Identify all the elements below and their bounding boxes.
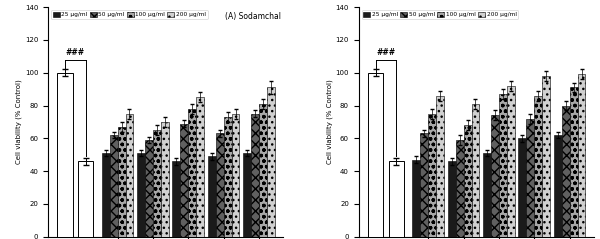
Bar	[232, 114, 239, 237]
Legend: 25 μg/ml, 50 μg/ml, 100 μg/ml, 200 μg/ml: 25 μg/ml, 50 μg/ml, 100 μg/ml, 200 μg/ml	[362, 10, 518, 19]
Bar	[389, 161, 404, 237]
Bar	[554, 135, 562, 237]
Bar	[464, 125, 472, 237]
Bar	[58, 73, 73, 237]
Bar	[267, 87, 275, 237]
Bar	[153, 130, 161, 237]
Bar	[534, 96, 542, 237]
Bar	[569, 87, 578, 237]
Bar	[518, 138, 526, 237]
Bar	[455, 140, 464, 237]
Bar	[428, 114, 436, 237]
Bar	[562, 105, 569, 237]
Bar	[188, 109, 196, 237]
Bar	[145, 140, 153, 237]
Bar	[412, 160, 421, 237]
Bar	[499, 94, 507, 237]
Bar	[578, 74, 586, 237]
Bar	[526, 119, 534, 237]
Text: (A) Sodamchal: (A) Sodamchal	[225, 12, 281, 21]
Legend: 25 μg/ml, 50 μg/ml, 100 μg/ml, 200 μg/ml: 25 μg/ml, 50 μg/ml, 100 μg/ml, 200 μg/ml	[51, 10, 208, 19]
Y-axis label: Cell viability (% Control): Cell viability (% Control)	[16, 80, 22, 164]
Bar	[483, 153, 491, 237]
Bar	[491, 115, 499, 237]
Bar	[78, 161, 94, 237]
Bar	[137, 153, 145, 237]
Bar	[172, 161, 181, 237]
Bar	[436, 96, 444, 237]
Bar	[208, 156, 216, 237]
Bar	[243, 153, 251, 237]
Bar	[161, 122, 169, 237]
Text: ###: ###	[377, 48, 395, 57]
Bar	[368, 73, 383, 237]
Bar	[421, 133, 428, 237]
Bar	[196, 97, 204, 237]
Bar	[259, 104, 267, 237]
Bar	[542, 76, 550, 237]
Bar	[110, 135, 118, 237]
Bar	[118, 127, 125, 237]
Bar	[472, 104, 479, 237]
Bar	[507, 86, 515, 237]
Text: ###: ###	[66, 48, 85, 57]
Bar	[224, 117, 232, 237]
Bar	[216, 133, 224, 237]
Y-axis label: Cell viability (% Control): Cell viability (% Control)	[326, 80, 332, 164]
Bar	[448, 161, 455, 237]
Bar	[181, 124, 188, 237]
Bar	[125, 114, 133, 237]
Bar	[251, 114, 259, 237]
Bar	[102, 153, 110, 237]
